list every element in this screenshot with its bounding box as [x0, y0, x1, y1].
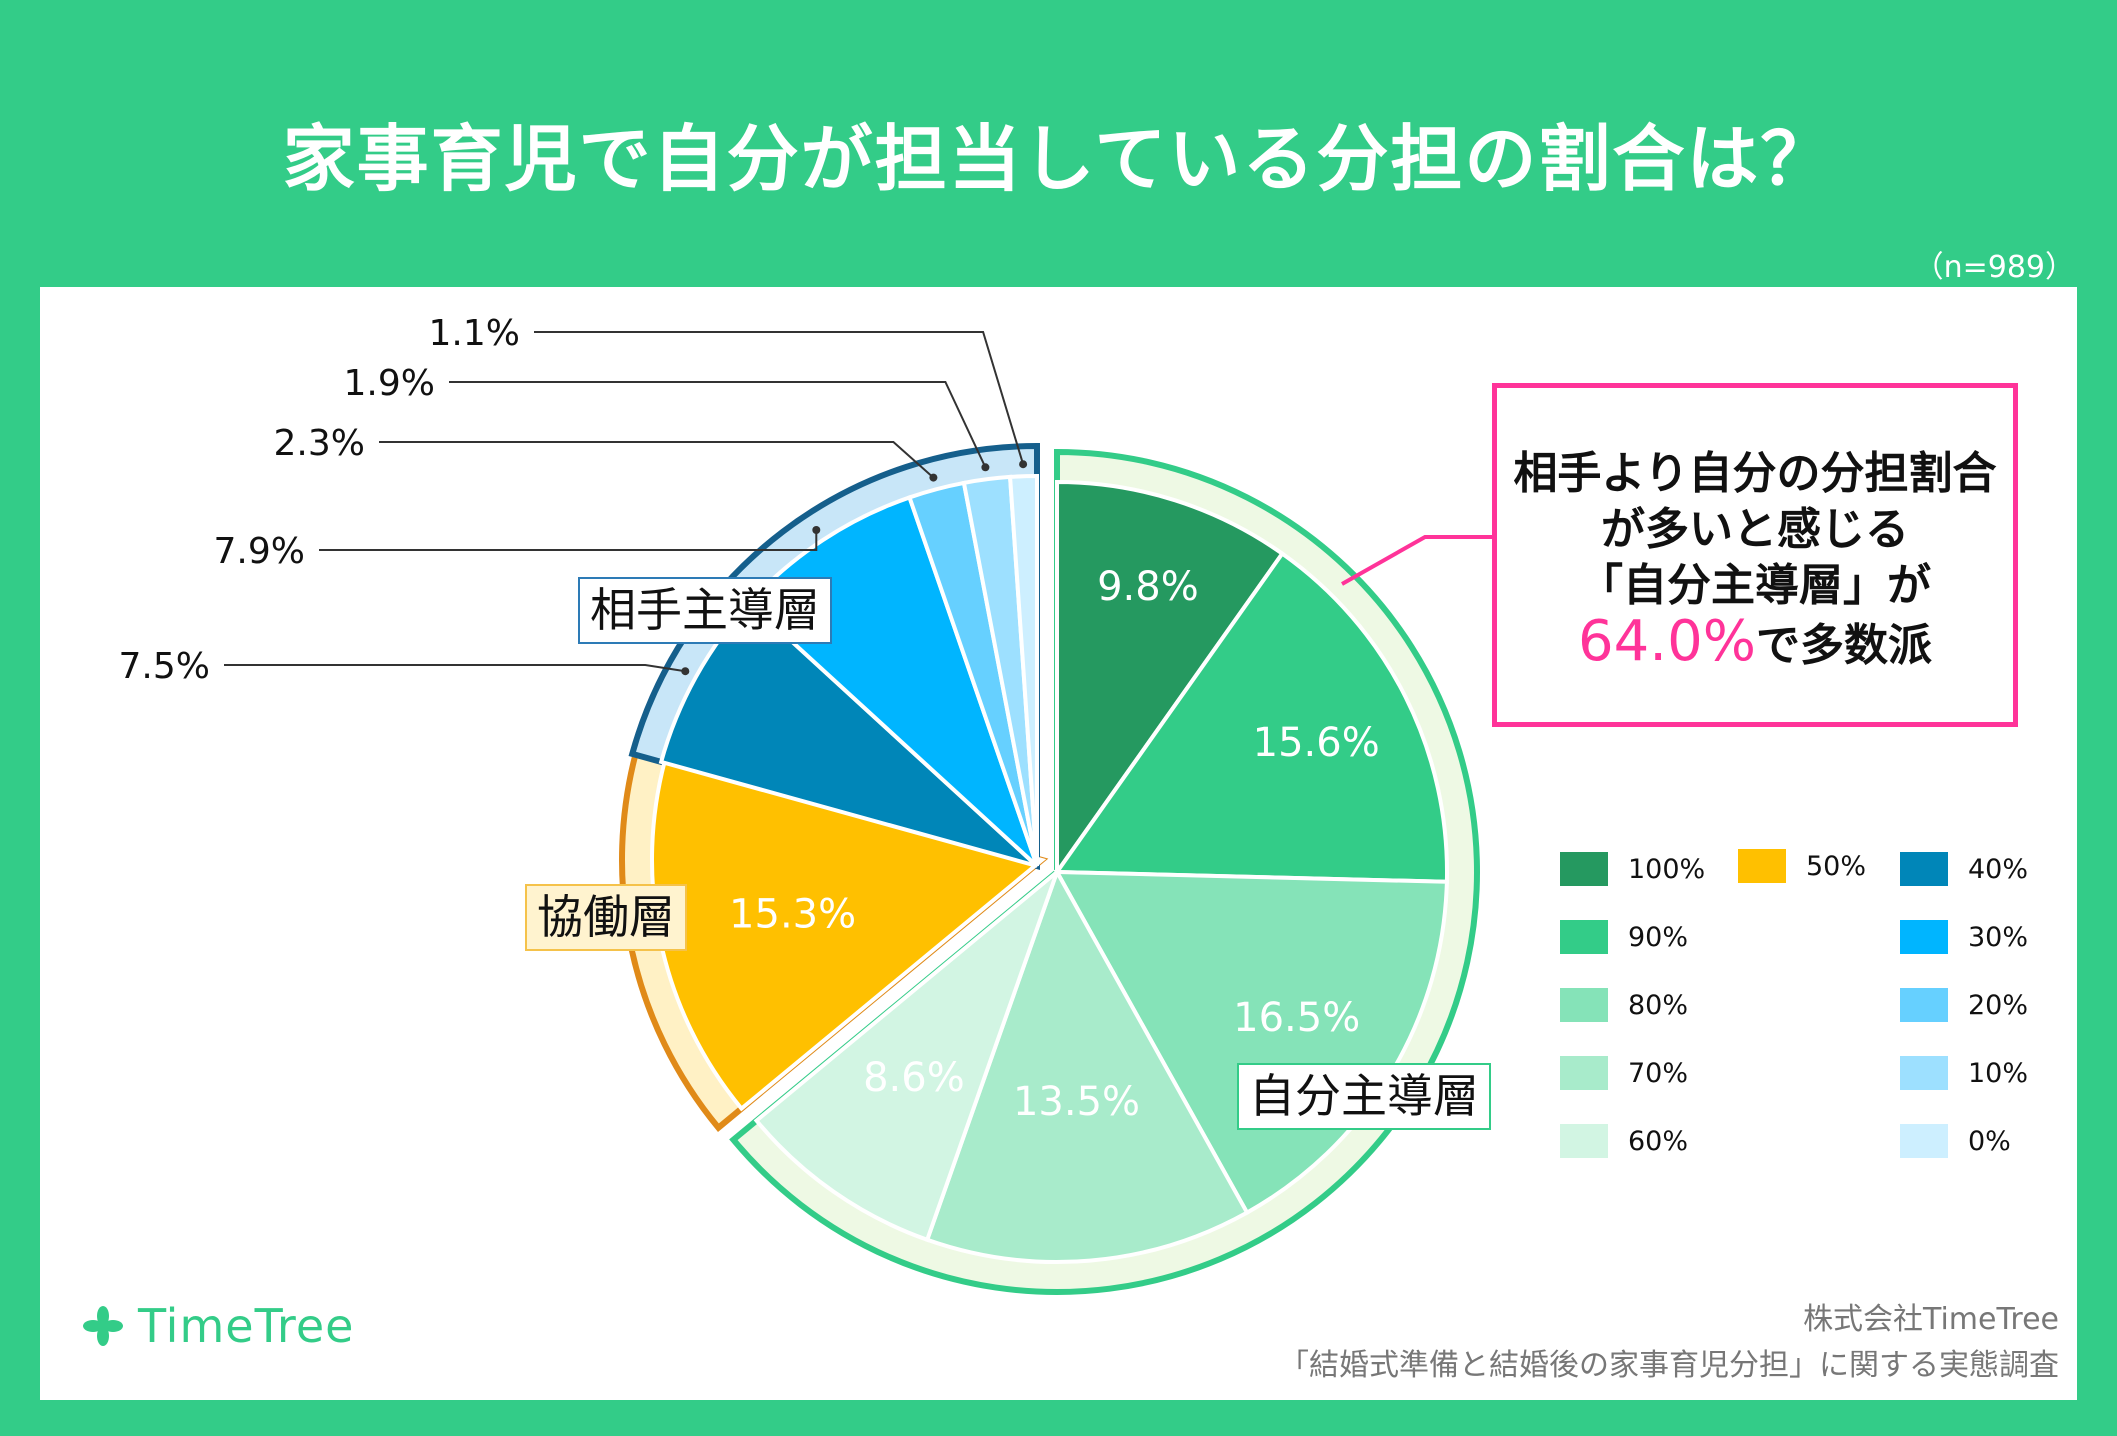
legend-item-100pct: 100% — [1560, 852, 1705, 886]
leader-dot-30pct — [812, 526, 821, 534]
legend-item-90pct: 90% — [1560, 920, 1688, 954]
legend-label: 40% — [1968, 853, 2029, 885]
leader-line-20pct — [379, 441, 935, 479]
slice-label-100pct: 9.8% — [1097, 564, 1199, 610]
legend-item-10pct: 10% — [1900, 1056, 2028, 1090]
legend-swatch — [1560, 988, 1608, 1022]
callout-connector — [1341, 535, 1492, 586]
legend-item-80pct: 80% — [1560, 988, 1688, 1022]
legend-label: 10% — [1968, 1057, 2029, 1089]
legend-label: 60% — [1628, 1125, 1689, 1157]
leader-line-10pct — [449, 381, 987, 468]
legend-item-30pct: 30% — [1900, 920, 2028, 954]
leader-line-40pct — [224, 664, 686, 673]
slice-label-50pct: 15.3% — [729, 891, 856, 937]
group-label-self-led: 自分主導層 — [1237, 1063, 1491, 1131]
legend-label: 20% — [1968, 989, 2029, 1021]
legend-label: 30% — [1968, 921, 2029, 953]
legend-label: 100% — [1628, 853, 1706, 885]
callout-line-3: 「自分主導層」が — [1579, 560, 1931, 611]
callout-line-2: が多いと感じる — [1601, 504, 1909, 555]
brand-logo: TimeTree — [80, 1299, 354, 1353]
legend-swatch — [1900, 920, 1948, 954]
pie-slice-90pct — [1053, 550, 1449, 884]
legend-swatch — [1560, 1124, 1608, 1158]
legend-swatch — [1560, 920, 1608, 954]
legend-item-40pct: 40% — [1900, 852, 2028, 886]
legend-label: 90% — [1628, 921, 1689, 953]
legend-swatch — [1738, 849, 1786, 883]
callout-highlight: 64.0% — [1578, 609, 1756, 674]
leader-dot-40pct — [681, 667, 690, 676]
slice-label-70pct: 13.5% — [1013, 1079, 1140, 1125]
callout-box: 相手より自分の分担割合 が多いと感じる 「自分主導層」が 64.0%で多数派 — [1492, 383, 2018, 727]
pie-slice-0pct — [1007, 473, 1039, 867]
source-credit: 株式会社TimeTree 「結婚式準備と結婚後の家事育児分担」に関する実態調査 — [1279, 1297, 2059, 1389]
legend-item-0pct: 0% — [1900, 1124, 2011, 1158]
pie-slice-70pct — [924, 867, 1250, 1264]
slice-label-60pct: 8.6% — [863, 1055, 965, 1101]
slice-label-30pct: 7.9% — [214, 531, 305, 572]
legend-label: 0% — [1968, 1125, 2011, 1157]
sample-size: （n=989） — [1913, 250, 2075, 285]
legend-item-50pct: 50% — [1738, 849, 1866, 883]
source-survey: 「結婚式準備と結婚後の家事育児分担」に関する実態調査 — [1279, 1348, 2059, 1383]
slice-label-40pct: 7.5% — [119, 646, 210, 687]
slice-label-10pct: 1.9% — [344, 363, 435, 404]
legend-swatch — [1560, 1056, 1608, 1090]
source-company: 株式会社TimeTree — [1803, 1302, 2059, 1337]
legend-label: 50% — [1806, 850, 1867, 882]
legend-label: 80% — [1628, 989, 1689, 1021]
leader-dot-20pct — [929, 473, 938, 482]
chart-title: 家事育児で自分が担当している分担の割合は？ — [282, 117, 1835, 201]
legend-swatch — [1900, 988, 1948, 1022]
callout-line-1: 相手より自分の分担割合 — [1513, 448, 1997, 499]
group-label-cooperative: 協働層 — [525, 884, 687, 952]
group-label-partner-led: 相手主導層 — [578, 577, 832, 645]
legend-label: 70% — [1628, 1057, 1689, 1089]
clover-icon — [83, 1306, 123, 1346]
slice-label-20pct: 2.3% — [274, 423, 365, 464]
chart-card: 9.8% 15.6% 16.5% 13.5% 8.6% 15.3% 7.5% 7.9% 2.3%… — [40, 287, 2077, 1400]
legend-item-60pct: 60% — [1560, 1124, 1688, 1158]
callout-line-4: で多数派 — [1755, 620, 1932, 671]
legend-swatch — [1900, 1124, 1948, 1158]
legend-swatch — [1900, 852, 1948, 886]
legend-item-20pct: 20% — [1900, 988, 2028, 1022]
pie-slice-60pct — [753, 865, 1062, 1243]
leader-line-0pct — [534, 331, 1025, 465]
legend-swatch — [1900, 1056, 1948, 1090]
slice-label-90pct: 15.6% — [1253, 720, 1380, 766]
leader-dot-0pct — [1019, 460, 1028, 469]
legend-item-70pct: 70% — [1560, 1056, 1688, 1090]
slice-label-80pct: 16.5% — [1233, 995, 1360, 1041]
slice-label-0pct: 1.1% — [429, 313, 520, 354]
brand-name: TimeTree — [138, 1299, 355, 1353]
leader-dot-10pct — [981, 463, 990, 472]
pie-slice-100pct — [1055, 479, 1286, 879]
legend-swatch — [1560, 852, 1608, 886]
leader-line-30pct — [319, 530, 818, 551]
